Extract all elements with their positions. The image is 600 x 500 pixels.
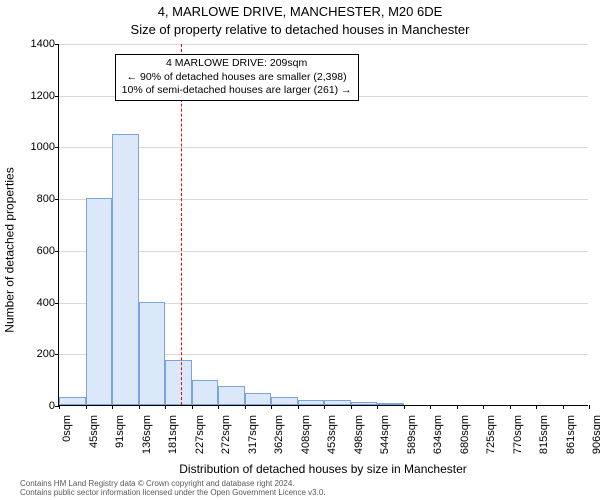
y-tick-mark (55, 44, 59, 45)
x-tick-mark (271, 405, 272, 409)
grid-line (59, 44, 588, 45)
footer-attribution: Contains HM Land Registry data © Crown c… (20, 480, 590, 498)
x-tick-label: 136sqm (141, 411, 153, 454)
x-tick-mark (218, 405, 219, 409)
histogram-bar (377, 403, 404, 405)
x-tick-mark (404, 405, 405, 409)
x-tick-label: 317sqm (247, 411, 259, 454)
x-tick-label: 544sqm (379, 411, 391, 454)
page-subtitle: Size of property relative to detached ho… (0, 22, 600, 37)
x-tick-mark (483, 405, 484, 409)
y-axis-label: Number of detached properties (2, 0, 18, 500)
x-tick-mark (510, 405, 511, 409)
annotation-line-1: 4 MARLOWE DRIVE: 209sqm (122, 57, 352, 71)
y-tick-mark (55, 303, 59, 304)
x-tick-label: 680sqm (459, 411, 471, 454)
y-tick-label: 1000 (23, 141, 55, 153)
x-tick-mark (245, 405, 246, 409)
annotation-line-3: 10% of semi-detached houses are larger (… (122, 84, 352, 98)
histogram-bar (324, 400, 351, 405)
x-tick-label: 725sqm (485, 411, 497, 454)
y-tick-mark (55, 251, 59, 252)
y-tick-mark (55, 199, 59, 200)
histogram-bar (112, 134, 139, 406)
y-tick-label: 600 (23, 245, 55, 257)
x-tick-mark (324, 405, 325, 409)
x-tick-mark (377, 405, 378, 409)
x-tick-mark (192, 405, 193, 409)
histogram-bar (165, 360, 192, 405)
y-tick-label: 1200 (23, 90, 55, 102)
histogram-bar (351, 402, 378, 405)
y-tick-mark (55, 147, 59, 148)
annotation-box: 4 MARLOWE DRIVE: 209sqm← 90% of detached… (115, 54, 359, 101)
histogram-bar (298, 400, 325, 405)
x-tick-label: 0sqm (61, 411, 73, 442)
x-tick-mark (298, 405, 299, 409)
x-tick-label: 181sqm (167, 411, 179, 454)
x-tick-label: 634sqm (432, 411, 444, 454)
y-tick-mark (55, 96, 59, 97)
x-tick-mark (112, 405, 113, 409)
x-tick-label: 770sqm (512, 411, 524, 454)
footer-line-2: Contains public sector information licen… (20, 489, 590, 498)
x-tick-label: 45sqm (88, 411, 100, 448)
x-tick-mark (59, 405, 60, 409)
histogram-bar (59, 397, 86, 405)
histogram-bar (271, 397, 298, 405)
x-tick-label: 227sqm (194, 411, 206, 454)
page-root: 4, MARLOWE DRIVE, MANCHESTER, M20 6DE Si… (0, 0, 600, 500)
x-tick-label: 408sqm (300, 411, 312, 454)
histogram-bar (192, 380, 219, 405)
x-tick-mark (457, 405, 458, 409)
y-tick-label: 1400 (23, 38, 55, 50)
x-tick-label: 272sqm (220, 411, 232, 454)
x-tick-label: 589sqm (406, 411, 418, 454)
x-tick-label: 861sqm (565, 411, 577, 454)
x-tick-mark (430, 405, 431, 409)
histogram-bar (86, 198, 113, 405)
x-tick-mark (563, 405, 564, 409)
x-tick-mark (589, 405, 590, 409)
histogram-bar (245, 393, 272, 405)
x-tick-label: 815sqm (538, 411, 550, 454)
y-tick-label: 800 (23, 193, 55, 205)
x-tick-label: 906sqm (591, 411, 600, 454)
y-tick-label: 0 (23, 400, 55, 412)
y-tick-mark (55, 354, 59, 355)
x-axis-label: Distribution of detached houses by size … (58, 462, 588, 476)
annotation-line-2: ← 90% of detached houses are smaller (2,… (122, 71, 352, 85)
page-title: 4, MARLOWE DRIVE, MANCHESTER, M20 6DE (0, 4, 600, 19)
x-tick-label: 498sqm (353, 411, 365, 454)
x-tick-mark (536, 405, 537, 409)
x-tick-label: 91sqm (114, 411, 126, 448)
x-tick-label: 362sqm (273, 411, 285, 454)
y-tick-label: 400 (23, 297, 55, 309)
x-tick-mark (86, 405, 87, 409)
y-tick-label: 200 (23, 348, 55, 360)
histogram-bar (218, 386, 245, 405)
x-tick-mark (165, 405, 166, 409)
x-tick-label: 453sqm (326, 411, 338, 454)
chart-plot-area: 02004006008001000120014000sqm45sqm91sqm1… (58, 44, 588, 406)
histogram-bar (139, 302, 166, 405)
x-tick-mark (351, 405, 352, 409)
x-tick-mark (139, 405, 140, 409)
